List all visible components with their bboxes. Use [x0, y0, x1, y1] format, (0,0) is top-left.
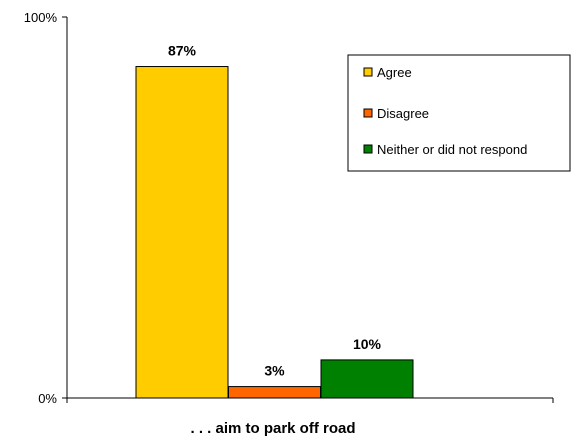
bar-disagree: [228, 386, 321, 399]
legend: Agree Disagree Neither or did not respon…: [347, 54, 571, 172]
bar-agree: [135, 66, 229, 399]
y-tick-label-min: 0%: [38, 391, 57, 406]
legend-label-agree: Agree: [377, 65, 412, 80]
legend-label-neither: Neither or did not respond: [377, 142, 527, 157]
x-axis-category-label: . . . aim to park off road: [190, 420, 355, 437]
bars: 87% 3% 10%: [135, 43, 414, 399]
legend-box: [347, 54, 571, 172]
legend-swatch-neither: [363, 144, 373, 154]
data-label-agree: 87%: [168, 43, 197, 59]
data-label-neither: 10%: [353, 336, 382, 352]
y-tick-label-max: 100%: [24, 10, 58, 25]
legend-label-disagree: Disagree: [377, 106, 429, 121]
legend-swatch-disagree: [363, 108, 373, 118]
data-label-disagree: 3%: [264, 363, 285, 379]
legend-swatch-agree: [363, 67, 373, 77]
bar-neither: [320, 359, 414, 399]
